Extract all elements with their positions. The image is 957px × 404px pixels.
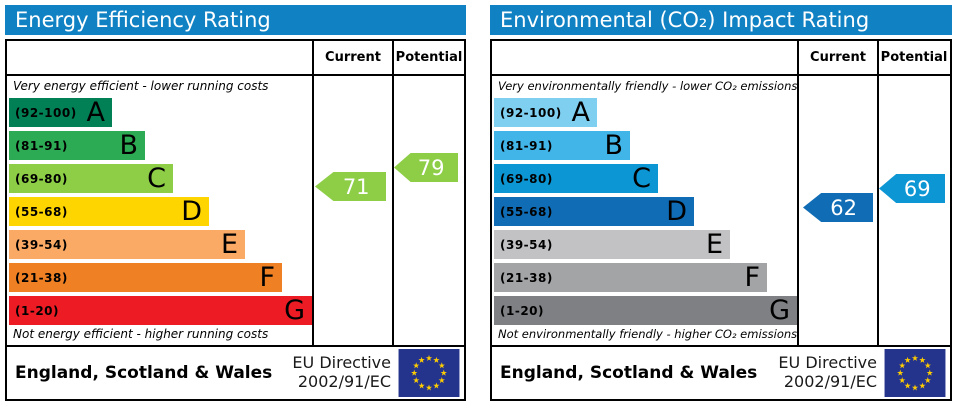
band-range: (55-68) — [500, 204, 553, 219]
column-header-current: Current — [810, 50, 866, 65]
bottom-note: Not environmentally friendly - higher CO… — [498, 327, 798, 341]
potential-rating-value: 79 — [417, 155, 445, 180]
current-rating-arrow: 62 — [803, 193, 873, 222]
band-f: (21-38) F — [9, 263, 282, 292]
current-rating-value: 71 — [342, 174, 370, 199]
band-letter: B — [119, 130, 138, 161]
region-label: England, Scotland & Wales — [15, 363, 273, 383]
band-letter: A — [86, 97, 105, 128]
rating-body: Very environmentally friendly - lower CO… — [492, 76, 950, 345]
eu-directive-label: EU Directive 2002/91/EC — [778, 353, 877, 392]
band-letter: E — [220, 229, 238, 260]
current-rating-value: 62 — [830, 195, 857, 220]
band-range: (81-91) — [500, 138, 553, 153]
band-range: (69-80) — [500, 171, 553, 186]
eu-directive-line2: 2002/91/EC — [297, 372, 391, 391]
eu-directive-line2: 2002/91/EC — [783, 372, 877, 391]
band-b: (81-91) B — [9, 131, 145, 160]
top-note: Very environmentally friendly - lower CO… — [498, 79, 798, 93]
band-letter: A — [571, 97, 590, 128]
band-letter: F — [744, 262, 760, 293]
band-range: (92-100) — [15, 105, 77, 120]
rating-table: Current Potential Very environmentally f… — [490, 39, 952, 401]
band-range: (21-38) — [500, 270, 553, 285]
header-divider — [7, 74, 464, 76]
band-range: (1-20) — [500, 303, 544, 318]
rating-table: Current Potential Very energy efficient … — [5, 39, 466, 401]
column-header-potential: Potential — [395, 50, 463, 65]
panel-title: Environmental (CO₂) Impact Rating — [490, 5, 952, 35]
band-letter: E — [705, 229, 723, 260]
table-footer: England, Scotland & Wales EU Directive 2… — [492, 345, 950, 399]
band-range: (69-80) — [15, 171, 68, 186]
eu-flag-icon — [884, 349, 946, 397]
band-range: (39-54) — [15, 237, 68, 252]
current-rating-arrow: 71 — [315, 172, 386, 201]
potential-rating-value: 69 — [903, 176, 931, 201]
band-letter: G — [284, 295, 305, 326]
potential-rating-arrow: 69 — [879, 174, 945, 203]
band-a: (92-100) A — [494, 98, 597, 127]
band-range: (81-91) — [15, 138, 68, 153]
eu-directive-line1: EU Directive — [778, 353, 877, 373]
band-letter: D — [666, 196, 687, 227]
panel-title: Energy Efficiency Rating — [5, 5, 466, 35]
band-c: (69-80) C — [494, 164, 658, 193]
eu-directive-line1: EU Directive — [292, 353, 391, 373]
table-footer: England, Scotland & Wales EU Directive 2… — [7, 345, 464, 399]
rating-body: Very energy efficient - lower running co… — [7, 76, 464, 345]
band-e: (39-54) E — [494, 230, 730, 259]
band-e: (39-54) E — [9, 230, 245, 259]
band-letter: C — [632, 163, 651, 194]
band-letter: G — [769, 295, 790, 326]
top-note: Very energy efficient - lower running co… — [13, 79, 269, 93]
band-letter: F — [259, 262, 275, 293]
column-header-current: Current — [325, 50, 381, 65]
band-letter: B — [604, 130, 623, 161]
band-d: (55-68) D — [494, 197, 694, 226]
column-divider — [312, 41, 314, 345]
region-label: England, Scotland & Wales — [500, 363, 758, 383]
band-f: (21-38) F — [494, 263, 767, 292]
header-divider — [492, 74, 950, 76]
bottom-note: Not energy efficient - higher running co… — [13, 327, 269, 341]
eu-flag-icon — [398, 349, 460, 397]
band-d: (55-68) D — [9, 197, 209, 226]
band-range: (21-38) — [15, 270, 68, 285]
band-a: (92-100) A — [9, 98, 112, 127]
band-g: (1-20) G — [494, 296, 797, 325]
environmental-impact-panel: Environmental (CO₂) Impact Rating Curren… — [490, 5, 952, 401]
potential-rating-arrow: 79 — [394, 153, 458, 182]
column-divider — [877, 41, 879, 345]
band-letter: C — [147, 163, 166, 194]
band-range: (39-54) — [500, 237, 553, 252]
column-header-potential: Potential — [880, 50, 948, 65]
band-range: (55-68) — [15, 204, 68, 219]
band-range: (92-100) — [500, 105, 562, 120]
band-g: (1-20) G — [9, 296, 312, 325]
eu-directive-label: EU Directive 2002/91/EC — [292, 353, 391, 392]
band-range: (1-20) — [15, 303, 59, 318]
band-c: (69-80) C — [9, 164, 173, 193]
band-b: (81-91) B — [494, 131, 630, 160]
column-divider — [797, 41, 799, 345]
energy-efficiency-panel: Energy Efficiency Rating Current Potenti… — [5, 5, 466, 401]
band-letter: D — [181, 196, 202, 227]
column-divider — [392, 41, 394, 345]
